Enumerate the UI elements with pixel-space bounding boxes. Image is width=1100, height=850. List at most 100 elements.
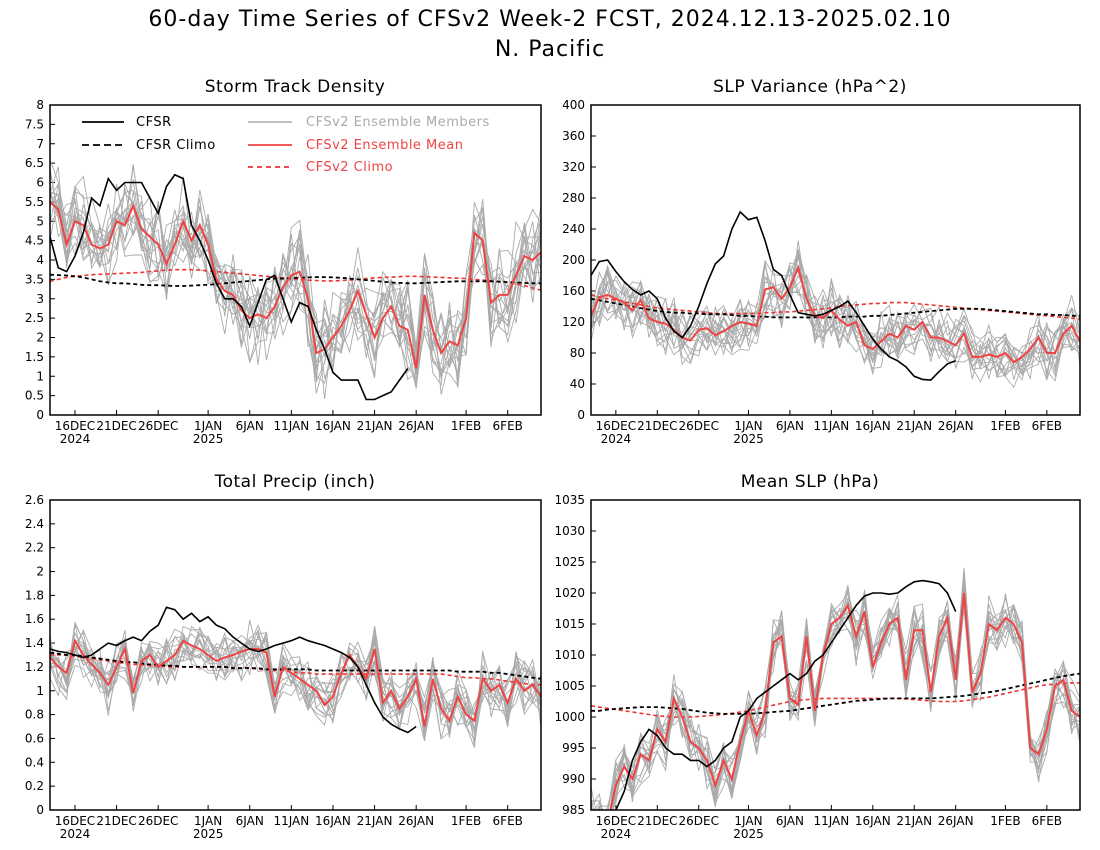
y-tick-label: 120	[562, 315, 585, 329]
cfsv2-climo-line	[50, 268, 541, 291]
x-tick-year-label: 2025	[193, 827, 224, 841]
panel-storm-track-density: 00.511.522.533.544.555.566.577.5816DEC20…	[25, 98, 542, 446]
x-tick-label: 6FEB	[1032, 814, 1062, 828]
y-tick-label: 1.8	[25, 588, 44, 602]
y-tick-label: 360	[562, 129, 585, 143]
y-tick-label: 1	[36, 684, 44, 698]
y-tick-label: 2	[36, 565, 44, 579]
y-tick-label: 2.5	[25, 311, 44, 325]
x-tick-label: 16DEC	[55, 814, 95, 828]
ensemble-member-line	[591, 265, 1080, 377]
y-tick-label: 1035	[554, 493, 585, 507]
x-tick-label: 6FEB	[493, 814, 523, 828]
legend-label-cfsr: CFSR	[136, 115, 172, 130]
cfsr-line	[591, 210, 956, 381]
y-tick-label: 160	[562, 284, 585, 298]
ensemble-member-line	[611, 592, 1080, 810]
cfsv2-climo-line	[591, 294, 1080, 320]
ensemble-member-line	[591, 582, 1080, 810]
y-tick-label: 80	[570, 346, 585, 360]
x-tick-label: 16DEC	[596, 419, 636, 433]
panel-title-mean-slp: Mean SLP (hPa)	[741, 472, 880, 492]
x-tick-label: 21DEC	[637, 814, 677, 828]
x-tick-label: 11JAN	[273, 419, 309, 433]
y-tick-label: 0.5	[25, 389, 44, 403]
y-tick-label: 1000	[554, 710, 585, 724]
y-tick-label: 1005	[554, 679, 585, 693]
y-tick-label: 400	[562, 98, 585, 112]
x-tick-label: 6JAN	[236, 419, 264, 433]
x-tick-label: 6JAN	[236, 814, 264, 828]
ensemble-member-line	[50, 175, 541, 387]
ensemble-member-line	[593, 601, 1080, 810]
y-tick-label: 280	[562, 191, 585, 205]
y-tick-label: 985	[562, 803, 585, 817]
cfsr-line	[50, 606, 417, 734]
ensemble-member-line	[50, 166, 541, 389]
x-tick-label: 6FEB	[1032, 419, 1062, 433]
y-tick-label: 1015	[554, 617, 585, 631]
panel-total-precip: 0 0.2 0.4 0.6 0.8 1 1.2 1.4 1.6 1.8 2 2.2 2.4 2.6 16DE…	[25, 493, 542, 841]
y-tick-label: 3	[36, 292, 44, 306]
x-tick-label: 1JAN	[734, 419, 762, 433]
y-tick-label: 1.2	[25, 660, 44, 674]
x-tick-label: 26JAN	[938, 419, 974, 433]
y-tick-label: 1.4	[25, 636, 44, 650]
x-tick-label: 11JAN	[273, 814, 309, 828]
x-tick-label: 26JAN	[398, 814, 434, 828]
y-tick-label: 1025	[554, 555, 585, 569]
ensemble-member-line	[591, 262, 1080, 380]
y-tick-label: 2.2	[25, 541, 44, 555]
cfsr-climo-line	[591, 672, 1080, 715]
x-tick-label: 16DEC	[55, 419, 95, 433]
x-tick-label: 21JAN	[357, 419, 393, 433]
ensemble-member-line	[50, 626, 541, 731]
y-tick-label: 0	[36, 803, 44, 817]
ensemble-member-line	[50, 166, 541, 394]
y-tick-label: 4.5	[25, 234, 44, 248]
panel-mean-slp: 985 990 995 1000 1005 1010 1015 1020 1025 1030 103…	[554, 493, 1081, 841]
x-tick-label: 21JAN	[896, 419, 932, 433]
y-tick-label: 0.8	[25, 708, 44, 722]
ensemble-member-line	[591, 266, 1080, 382]
x-tick-label: 26DEC	[138, 814, 178, 828]
y-tick-label: 3.5	[25, 272, 44, 286]
x-tick-year-label: 2024	[60, 432, 91, 446]
y-tick-label: 1010	[554, 648, 585, 662]
y-tick-label: 0	[577, 408, 585, 422]
x-tick-label: 16JAN	[315, 419, 351, 433]
x-tick-label: 26DEC	[679, 814, 719, 828]
x-tick-label: 16DEC	[596, 814, 636, 828]
y-tick-label: 2.6	[25, 493, 44, 507]
x-tick-label: 1FEB	[451, 814, 481, 828]
y-tick-label: 200	[562, 253, 585, 267]
plot-area	[591, 567, 1080, 810]
figure-region: N. Pacific	[495, 37, 605, 62]
ensemble-member-line	[50, 622, 541, 741]
x-tick-year-label: 2025	[733, 827, 764, 841]
plot-area	[50, 606, 541, 748]
cfsr-line	[614, 579, 957, 810]
ensemble-member-line	[591, 593, 1080, 810]
plot-frame	[49, 499, 542, 811]
x-tick-year-label: 2025	[733, 432, 764, 446]
ensemble-member-line	[50, 196, 541, 381]
x-tick-label: 21DEC	[96, 419, 136, 433]
y-tick-label: 6.5	[25, 156, 44, 170]
x-tick-label: 1FEB	[451, 419, 481, 433]
x-tick-year-label: 2024	[60, 827, 91, 841]
y-tick-label: 320	[562, 160, 585, 174]
y-tick-label: 995	[562, 741, 585, 755]
y-tick-label: 0.2	[25, 779, 44, 793]
cfsr-line	[50, 173, 409, 401]
legend: CFSR CFSR Climo CFSv2 Ensemble Members C…	[82, 115, 489, 175]
legend-label-cfsv2-climo: CFSv2 Climo	[306, 160, 393, 175]
y-tick-label: 1020	[554, 586, 585, 600]
ensemble-member-line	[597, 567, 1080, 810]
x-tick-label: 11JAN	[813, 419, 849, 433]
x-tick-label: 11JAN	[813, 814, 849, 828]
panel-title-total-precip: Total Precip (inch)	[214, 472, 376, 492]
plot-frame	[590, 499, 1081, 811]
